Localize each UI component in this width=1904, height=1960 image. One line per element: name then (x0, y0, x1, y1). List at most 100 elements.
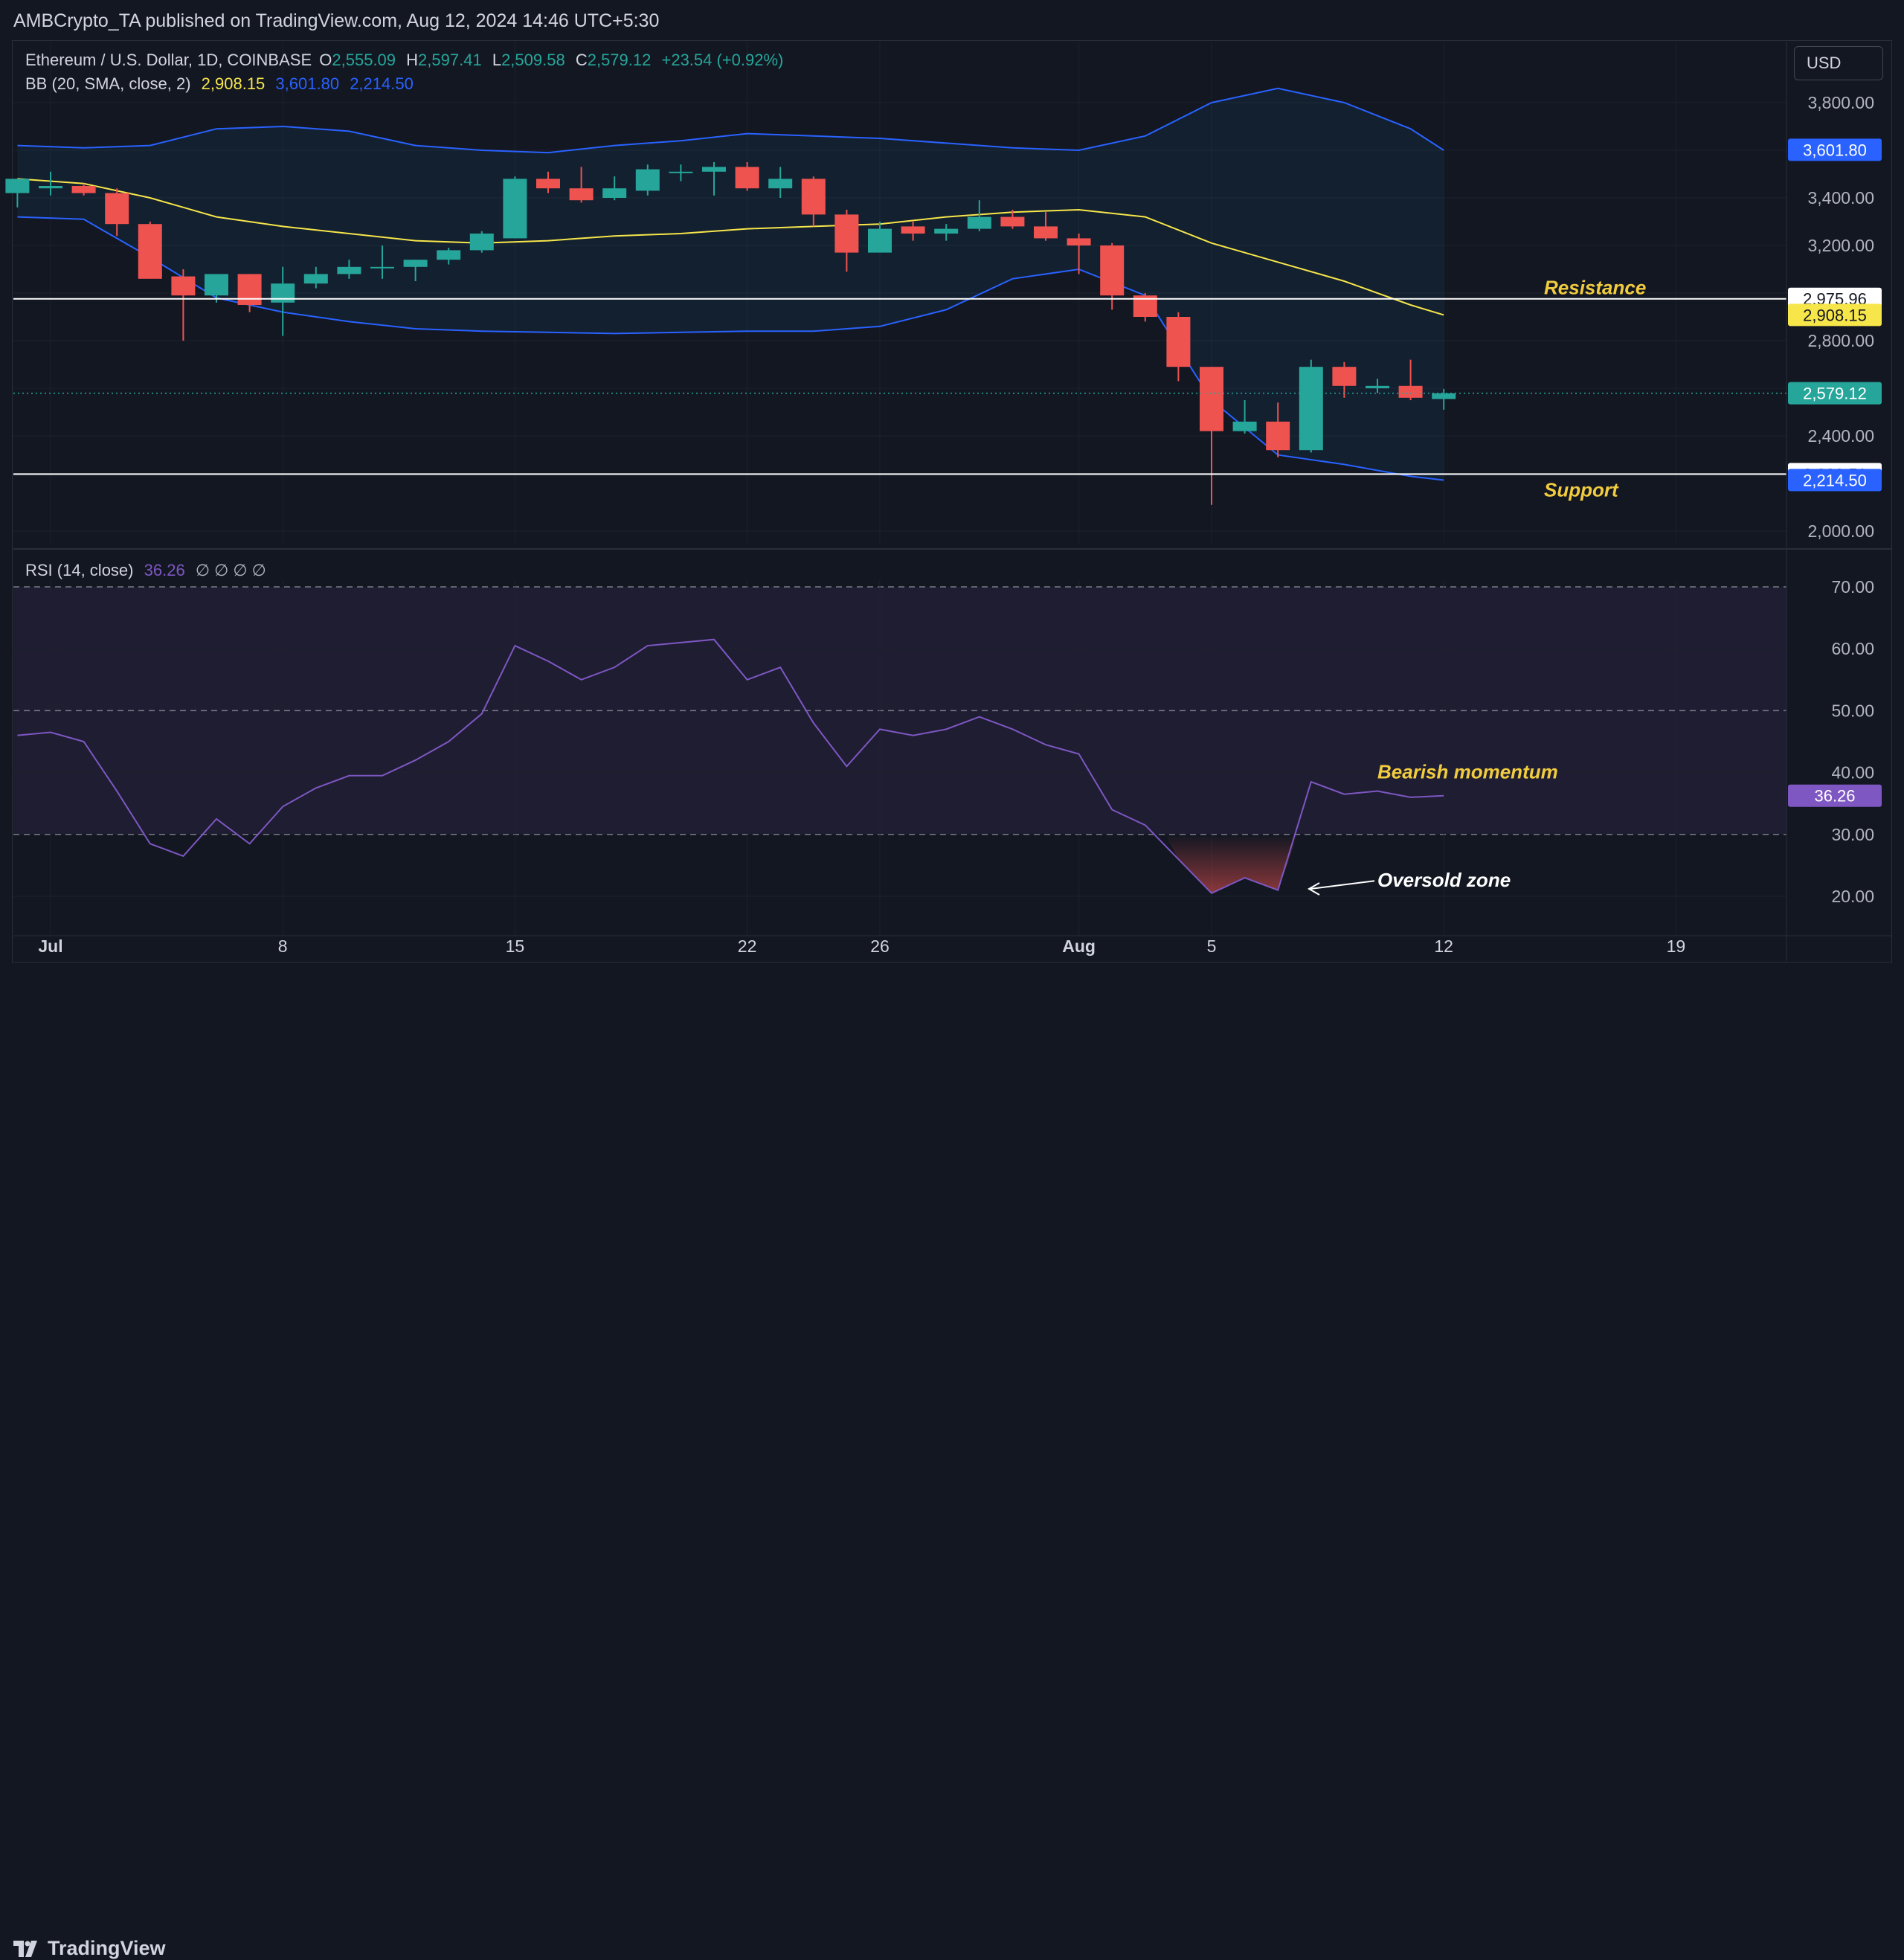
candle (469, 231, 494, 253)
bb-basis-line (17, 178, 1444, 316)
chart-frame[interactable] (12, 40, 1892, 963)
change-value: +23.54 (+0.92%) (661, 51, 784, 69)
symbol-title[interactable]: Ethereum / U.S. Dollar, 1D, COINBASE (25, 51, 312, 69)
candle-body (271, 283, 295, 303)
candle-body (1366, 385, 1389, 388)
price-tick-label: 2,400.00 (1807, 426, 1874, 446)
candle (1266, 402, 1290, 457)
candle-body (801, 179, 826, 215)
bb-band-fill (17, 88, 1444, 481)
candle-body (868, 228, 892, 253)
time-tick-label: 26 (870, 936, 890, 956)
rsi-tick-label: 40.00 (1831, 763, 1874, 783)
candle-body (105, 193, 129, 225)
candle-body (370, 266, 394, 269)
price-tag: 2,908.15 (1788, 303, 1882, 327)
candle-body (503, 179, 527, 239)
tradingview-logo[interactable]: TradingView (13, 1937, 166, 1960)
candle-body (1398, 385, 1423, 398)
oversold-annotation: Oversold zone (1377, 869, 1511, 891)
time-tick-label: Jul (38, 936, 62, 956)
bb-lower-line (17, 216, 1444, 481)
candle (801, 176, 826, 227)
candle (669, 164, 693, 181)
close-label: C (575, 51, 588, 69)
candle-body (303, 274, 328, 284)
price-tag-bg (1788, 469, 1882, 492)
candle-body (669, 171, 693, 173)
close-value: 2,579.12 (587, 51, 652, 69)
open-value: 2,555.09 (332, 51, 396, 69)
low-label: L (492, 51, 502, 69)
candle-body (967, 216, 991, 229)
candle-body (1232, 421, 1257, 431)
rsi-value-tag: 36.26 (1788, 784, 1882, 807)
currency-button[interactable]: USD (1794, 46, 1883, 80)
publish-info: AMBCrypto_TA published on TradingView.co… (13, 10, 660, 31)
candle (1432, 388, 1456, 410)
publish-header: AMBCrypto_TA published on TradingView.co… (0, 0, 1904, 40)
footer: TradingView (0, 963, 1904, 1959)
bb-label: BB (20, SMA, close, 2) (25, 74, 191, 93)
price-tag: 2,214.50 (1788, 469, 1882, 492)
candle (337, 260, 361, 279)
price-tag-label: 2,579.12 (1803, 385, 1867, 403)
candle (39, 171, 62, 196)
high-label: H (406, 51, 419, 69)
price-legend: Ethereum / U.S. Dollar, 1D, COINBASE O2,… (25, 51, 789, 70)
price-tick-label: 2,800.00 (1807, 331, 1874, 350)
candle-body (901, 226, 925, 234)
candle (934, 224, 959, 241)
rsi-label: RSI (14, close) (25, 561, 134, 579)
candle (768, 167, 793, 198)
candle (1200, 367, 1223, 505)
candle-body (768, 179, 793, 189)
candle (967, 200, 991, 231)
low-value: 2,509.58 (501, 51, 565, 69)
candle (1034, 212, 1058, 241)
candle-body (635, 169, 660, 191)
oversold-arrow (1310, 880, 1375, 890)
candle-body (1000, 216, 1025, 227)
candle (138, 222, 162, 279)
candle (834, 210, 859, 272)
candle-body (1100, 245, 1125, 296)
chart-canvas[interactable]: Resistance Support 2,000.00 2,400.00 2,800.0… (0, 0, 1904, 1013)
candle-body (735, 167, 759, 189)
rsi-tick-label: 70.00 (1831, 577, 1874, 597)
price-tag: 2,579.12 (1788, 382, 1882, 405)
price-tag-label: 2,908.15 (1803, 306, 1867, 324)
rsi-extra: ∅ ∅ ∅ ∅ (195, 561, 266, 579)
candle (702, 162, 726, 196)
price-tag-label: 2,214.50 (1803, 471, 1867, 489)
candle (370, 245, 394, 279)
candle (437, 248, 461, 265)
bearish-annotation: Bearish momentum (1377, 761, 1558, 783)
candles (5, 162, 1456, 505)
time-tick-label: 15 (506, 936, 525, 956)
tradingview-brand: TradingView (48, 1937, 166, 1959)
time-tick-label: 8 (278, 936, 288, 956)
price-tick-label: 3,400.00 (1807, 188, 1874, 208)
candle-body (138, 224, 162, 279)
price-tag: 3,601.80 (1788, 138, 1882, 161)
candle-body (469, 234, 494, 251)
candle-body (934, 228, 959, 234)
rsi-legend[interactable]: RSI (14, close) 36.26 ∅ ∅ ∅ ∅ (25, 561, 272, 580)
rsi-tick-label: 60.00 (1831, 639, 1874, 658)
price-tag-bg (1788, 303, 1882, 327)
rsi-tick-label: 20.00 (1831, 887, 1874, 906)
candle-body (536, 179, 560, 189)
price-tick-label: 3,800.00 (1807, 93, 1874, 112)
rsi-tag-bg (1788, 784, 1882, 807)
candle-body (403, 260, 428, 267)
price-tag-label: 3,601.80 (1803, 141, 1867, 159)
candle-body (437, 250, 461, 260)
candle-body (1299, 367, 1323, 451)
candle-body (602, 188, 627, 198)
rsi-tick-label: 30.00 (1831, 825, 1874, 844)
candle-body (1266, 421, 1290, 451)
bb-legend[interactable]: BB (20, SMA, close, 2) 2,908.15 3,601.80… (25, 74, 419, 94)
candle-body (71, 186, 96, 193)
candle (1067, 234, 1091, 274)
